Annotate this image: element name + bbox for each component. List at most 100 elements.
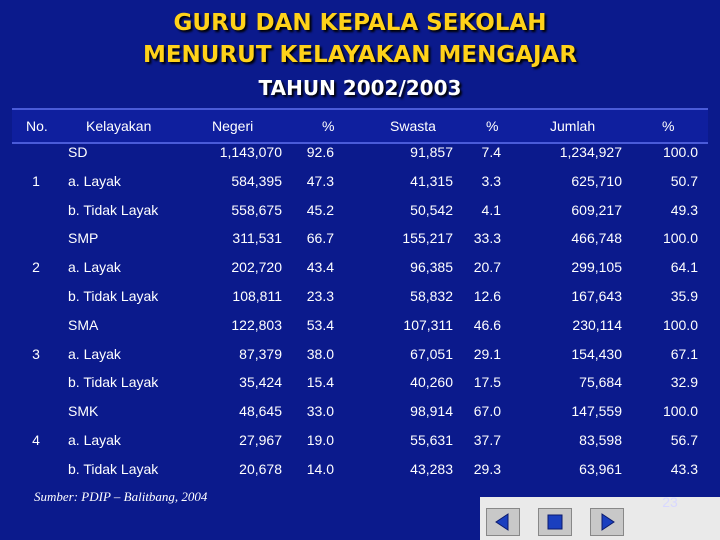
cell-negeri: 122,803 bbox=[231, 316, 282, 333]
header-pct-jumlah: % bbox=[662, 118, 675, 134]
cell-pct-negeri: 45.2 bbox=[306, 201, 334, 218]
cell-negeri: 20,678 bbox=[239, 460, 282, 477]
title-line-2: MENURUT KELAYAKAN MENGAJAR bbox=[142, 42, 578, 68]
cell-negeri: 584,395 bbox=[231, 172, 282, 189]
cell-pct-jumlah: 50.7 bbox=[670, 172, 698, 189]
cell-swasta: 41,315 bbox=[410, 172, 453, 189]
cell-pct-swasta: 3.3 bbox=[481, 172, 501, 189]
cell-pct-negeri: 43.4 bbox=[306, 259, 334, 276]
group-number: 2 bbox=[32, 259, 40, 276]
cell-jumlah: 466,748 bbox=[571, 230, 622, 247]
square-icon bbox=[547, 514, 563, 530]
cell-jumlah: 154,430 bbox=[571, 345, 622, 362]
cell-pct-jumlah: 43.3 bbox=[670, 460, 698, 477]
cell-jumlah: 83,598 bbox=[579, 432, 622, 448]
cell-pct-jumlah: 100.0 bbox=[662, 316, 698, 333]
subtitle: TAHUN 2002/2003 bbox=[258, 76, 462, 100]
cell-jumlah: 609,217 bbox=[571, 201, 622, 218]
cell-pct-negeri: 15.4 bbox=[306, 374, 334, 391]
cell-jumlah: 1,234,927 bbox=[559, 144, 622, 160]
group-number: 3 bbox=[32, 345, 40, 362]
header-no: No. bbox=[26, 118, 48, 134]
cell-swasta: 50,542 bbox=[410, 201, 453, 218]
cell-swasta: 58,832 bbox=[410, 288, 453, 304]
cell-kelayakan: b. Tidak Layak bbox=[68, 201, 159, 218]
cell-pct-negeri: 38.0 bbox=[306, 345, 334, 362]
cell-pct-jumlah: 35.9 bbox=[670, 288, 698, 304]
cell-pct-swasta: 4.1 bbox=[481, 201, 501, 218]
cell-pct-negeri: 23.3 bbox=[306, 288, 334, 304]
cell-negeri: 311,531 bbox=[232, 230, 282, 247]
home-slide-button[interactable] bbox=[538, 508, 572, 536]
header-pct-negeri: % bbox=[322, 118, 335, 134]
cell-kelayakan: SMP bbox=[68, 230, 99, 247]
cell-swasta: 91,857 bbox=[410, 144, 453, 160]
cell-jumlah: 625,710 bbox=[571, 172, 622, 189]
cell-negeri: 558,675 bbox=[231, 201, 282, 218]
header-jumlah: Jumlah bbox=[550, 118, 596, 134]
cell-negeri: 1,143,070 bbox=[219, 144, 282, 160]
cell-pct-jumlah: 67.1 bbox=[670, 345, 698, 362]
cell-pct-jumlah: 100.0 bbox=[662, 403, 698, 420]
source-note: Sumber: PDIP – Balitbang, 2004 bbox=[34, 489, 208, 504]
page-number: 23 bbox=[662, 494, 678, 510]
cell-pct-jumlah: 100.0 bbox=[662, 144, 698, 160]
cell-negeri: 202,720 bbox=[231, 259, 282, 276]
cell-swasta: 55,631 bbox=[410, 432, 453, 448]
next-slide-button[interactable] bbox=[590, 508, 624, 536]
cell-kelayakan: a. Layak bbox=[68, 432, 121, 448]
cell-pct-swasta: 67.0 bbox=[473, 403, 501, 420]
group-number: 1 bbox=[32, 172, 40, 189]
cell-jumlah: 167,643 bbox=[571, 288, 622, 304]
cell-jumlah: 299,105 bbox=[571, 259, 622, 276]
cell-pct-negeri: 33.0 bbox=[306, 403, 334, 420]
cell-pct-swasta: 17.5 bbox=[473, 374, 501, 391]
cell-pct-negeri: 19.0 bbox=[306, 432, 334, 448]
cell-kelayakan: a. Layak bbox=[68, 172, 121, 189]
cell-swasta: 155,217 bbox=[402, 230, 453, 247]
cell-kelayakan: a. Layak bbox=[68, 345, 121, 362]
cell-pct-jumlah: 100.0 bbox=[662, 230, 698, 247]
cell-kelayakan: SD bbox=[68, 144, 88, 160]
cell-pct-swasta: 12.6 bbox=[473, 288, 501, 304]
cell-swasta: 43,283 bbox=[410, 460, 453, 477]
header-kelayakan: Kelayakan bbox=[86, 118, 152, 134]
triangle-right-icon bbox=[601, 513, 615, 531]
cell-kelayakan: SMK bbox=[68, 403, 99, 420]
cell-pct-swasta: 7.4 bbox=[481, 144, 501, 160]
cell-kelayakan: SMA bbox=[68, 316, 99, 333]
cell-pct-swasta: 33.3 bbox=[473, 230, 501, 247]
triangle-left-icon bbox=[495, 513, 509, 531]
header-swasta: Swasta bbox=[390, 118, 436, 134]
cell-negeri: 108,811 bbox=[232, 288, 282, 304]
cell-negeri: 48,645 bbox=[239, 403, 282, 420]
cell-jumlah: 230,114 bbox=[572, 316, 622, 333]
header-negeri: Negeri bbox=[212, 118, 254, 134]
cell-swasta: 107,311 bbox=[403, 316, 453, 333]
cell-kelayakan: a. Layak bbox=[68, 259, 121, 276]
title-line-1: GURU DAN KEPALA SEKOLAH bbox=[173, 10, 547, 36]
cell-pct-swasta: 37.7 bbox=[473, 432, 501, 448]
cell-pct-negeri: 53.4 bbox=[306, 316, 334, 333]
cell-pct-swasta: 46.6 bbox=[473, 316, 501, 333]
cell-pct-negeri: 14.0 bbox=[306, 460, 334, 477]
cell-pct-negeri: 47.3 bbox=[306, 172, 334, 189]
cell-swasta: 40,260 bbox=[410, 374, 453, 391]
cell-swasta: 96,385 bbox=[410, 259, 453, 276]
cell-pct-jumlah: 32.9 bbox=[670, 374, 698, 391]
cell-negeri: 35,424 bbox=[239, 374, 282, 391]
cell-negeri: 87,379 bbox=[239, 345, 282, 362]
cell-pct-negeri: 92.6 bbox=[306, 144, 334, 160]
cell-pct-swasta: 20.7 bbox=[473, 259, 501, 276]
prev-slide-button[interactable] bbox=[486, 508, 520, 536]
cell-kelayakan: b. Tidak Layak bbox=[68, 288, 159, 304]
cell-pct-negeri: 66.7 bbox=[306, 230, 334, 247]
cell-swasta: 98,914 bbox=[410, 403, 453, 420]
table-header: No. Kelayakan Negeri % Swasta % Jumlah % bbox=[12, 108, 708, 144]
cell-kelayakan: b. Tidak Layak bbox=[68, 460, 159, 477]
cell-jumlah: 75,684 bbox=[579, 374, 622, 391]
cell-pct-jumlah: 49.3 bbox=[670, 201, 698, 218]
cell-jumlah: 63,961 bbox=[579, 460, 622, 477]
cell-pct-swasta: 29.3 bbox=[473, 460, 501, 477]
cell-pct-jumlah: 56.7 bbox=[670, 432, 698, 448]
